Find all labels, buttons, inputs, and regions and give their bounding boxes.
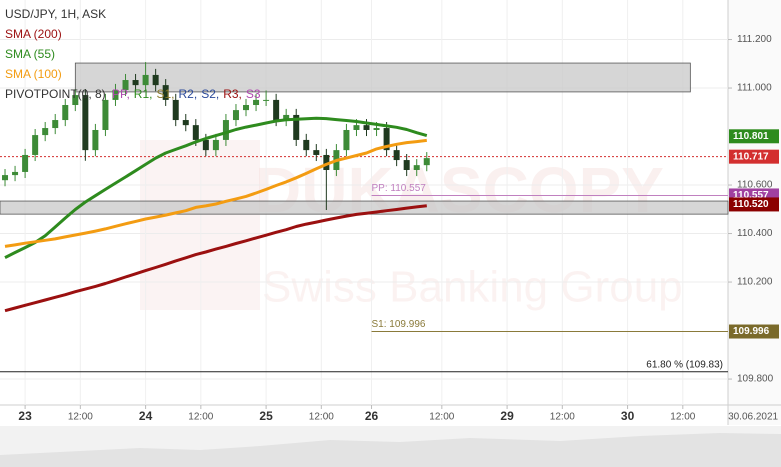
y-tick-label: 110.600	[737, 180, 773, 191]
candle-body	[12, 171, 19, 176]
legend-pivot-item: R1,	[134, 87, 153, 101]
candle-body	[222, 120, 229, 140]
candle-body	[92, 129, 99, 151]
candle-body	[323, 154, 330, 171]
x-tick-label: 12:00	[429, 412, 454, 423]
candle-body	[62, 105, 69, 121]
candle-body	[363, 125, 370, 130]
candle-body	[122, 80, 129, 90]
watermark-subtitle: Swiss Banking Group	[262, 263, 683, 312]
level-label: PP: 110.557	[372, 183, 427, 194]
legend-pivot-item: S1,	[156, 87, 174, 101]
sma-line	[4, 116, 428, 259]
candle-body	[232, 110, 239, 121]
candle-body	[32, 135, 39, 155]
x-tick-label: 29	[500, 409, 514, 423]
candle-body	[293, 114, 300, 140]
x-tick-label: 12:00	[670, 412, 695, 423]
levels: PP: 110.557 S1: 109.996 61.80 % (109.83)	[0, 156, 728, 373]
candle-body	[2, 175, 9, 181]
candle-body	[413, 165, 420, 171]
x-tick-label: 25	[259, 409, 273, 423]
price-axis	[728, 0, 781, 425]
price-marker	[729, 129, 779, 144]
candle-body	[172, 99, 179, 121]
legend-pivot: PIVOTPOINT(0, 8)	[5, 87, 106, 101]
sma-line	[4, 138, 427, 248]
legend-pivot-item: S2,	[201, 87, 219, 101]
sma-line	[4, 204, 427, 313]
candle-body	[52, 120, 59, 129]
candle-body	[212, 139, 219, 151]
level-label: S1: 109.996	[372, 319, 426, 330]
candle-body	[42, 128, 49, 136]
zone	[74, 62, 691, 93]
candle-body	[343, 129, 350, 151]
y-tick-label: 111.200	[737, 34, 772, 45]
level-label: 61.80 % (109.83)	[646, 359, 723, 370]
candle-body	[82, 95, 89, 151]
price-marker-label: 110.717	[733, 151, 769, 162]
candle-body	[192, 125, 199, 140]
candle-body	[202, 139, 209, 151]
x-tick-label: 23	[18, 409, 32, 423]
legend: USD/JPY, 1H, ASK SMA (200) SMA (55) SMA (1…	[5, 7, 261, 101]
price-marker-label: 109.996	[733, 326, 770, 337]
candle-body	[102, 99, 109, 130]
legend-entry: SMA (100)	[5, 67, 62, 81]
candle-body	[423, 158, 430, 166]
legend-pivot-item: R3,	[223, 87, 242, 101]
price-marker	[729, 197, 779, 212]
y-tick-label: 109.800	[737, 374, 774, 385]
candle-body	[403, 160, 410, 171]
x-tick-label: 24	[139, 409, 153, 423]
candle-body	[112, 89, 119, 100]
candle-body	[353, 125, 360, 130]
x-tick-label: 12:00	[68, 412, 93, 423]
candle-body	[253, 99, 260, 106]
price-marker	[729, 324, 779, 339]
candle-body	[142, 74, 149, 86]
x-tick-label: 12:00	[188, 412, 213, 423]
candle-body	[303, 139, 310, 151]
axes: 111.200 111.000 110.600 110.400 110.200 109.8…	[18, 34, 779, 423]
legend-entry: SMA (55)	[5, 47, 55, 61]
legend-title: USD/JPY, 1H, ASK	[5, 7, 106, 21]
legend-entry: SMA (200)	[5, 27, 62, 41]
navigator-area	[0, 433, 781, 467]
lines	[4, 116, 428, 313]
candle-body	[283, 114, 290, 121]
candle-body	[22, 154, 29, 172]
candle-body	[263, 99, 270, 101]
y-tick-label: 111.000	[737, 83, 772, 94]
x-tick-label: 30	[621, 409, 635, 423]
watermark-logo	[140, 140, 260, 310]
y-tick-label: 110.400	[737, 228, 773, 239]
price-marker-label: 110.557	[733, 190, 769, 201]
candle-body	[383, 128, 390, 151]
candle-body	[152, 74, 159, 86]
watermark: DUKASCOPY	[255, 154, 664, 226]
price-marker-label: 110.520	[733, 199, 769, 210]
legend-pivot-item: S3	[246, 87, 261, 101]
legend-pivot-item: R2,	[179, 87, 198, 101]
candle-body	[313, 150, 320, 155]
candle-body	[162, 85, 169, 100]
legend-pivot-item: PP,	[112, 87, 130, 101]
x-tick-label: 30.06.2021	[728, 412, 778, 423]
candle-body	[132, 80, 139, 86]
price-marker	[729, 149, 779, 164]
candle-body	[373, 128, 380, 130]
candle-body	[273, 99, 280, 121]
candle-body	[393, 150, 400, 161]
y-tick-label: 110.200	[737, 277, 773, 288]
x-tick-label: 12:00	[550, 412, 575, 423]
candle-body	[182, 120, 189, 126]
x-tick-label: 26	[365, 409, 379, 423]
candle-body	[243, 105, 250, 111]
x-tick-label: 12:00	[309, 412, 334, 423]
candle-body	[72, 95, 79, 106]
price-marker-label: 110.801	[733, 131, 769, 142]
